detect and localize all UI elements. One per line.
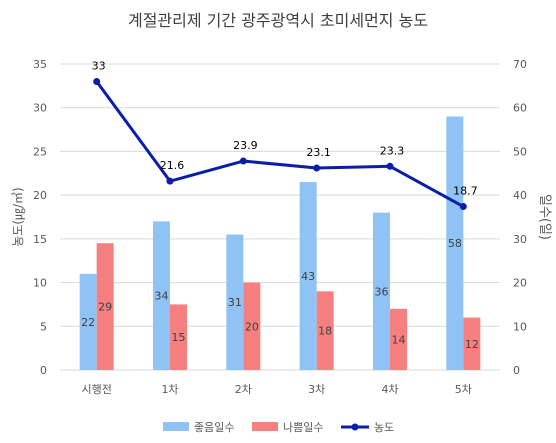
y-right-tick-label: 20 [513,277,527,290]
x-tick-label: 2차 [235,383,252,396]
y-right-tick-label: 40 [513,189,527,202]
y-left-tick-label: 25 [33,145,47,158]
y-left-tick-label: 10 [33,277,47,290]
gridlines [60,63,500,371]
concentration-line-path [95,80,465,208]
axes: 0 5 10 15 20 25 30 35 0 10 20 30 40 50 60 70 시행전 1차 2차 3차 4차… [11,58,552,396]
bar-good-days [299,182,317,370]
concentration-point [93,77,101,85]
data-label-concentration: 23.9 [233,139,258,152]
concentration-point [239,157,247,165]
bar-good-days [153,221,170,370]
y-left-tick-label: 0 [40,364,47,377]
legend-label-bad-days: 나쁨일수 [283,420,323,434]
concentration-line [93,77,467,211]
data-label-bad-days: 20 [245,320,259,333]
bar-good-days [226,234,244,370]
data-label-good-days: 58 [448,237,462,250]
data-label-concentration: 23.1 [306,146,331,159]
data-label-good-days: 36 [375,285,389,298]
data-label-concentration: 23.3 [380,144,405,157]
bar-good-days [79,273,97,370]
bars [79,116,481,370]
y-left-axis-title: 농도(㎍/㎥) [11,187,25,247]
bar-bad-days [96,243,114,370]
bar-bad-days [463,317,481,370]
data-label-good-days: 31 [228,296,242,309]
bar-bad-days [316,291,334,370]
y-right-tick-label: 50 [513,145,527,158]
y-right-tick-label: 10 [513,320,527,333]
legend-marker-concentration [351,423,359,431]
data-label-good-days: 43 [301,270,315,283]
legend-swatch-bad-days [252,422,278,431]
data-label-bad-days: 18 [318,325,332,338]
y-right-tick-label: 0 [513,364,520,377]
data-label-bad-days: 29 [98,301,112,314]
data-label-concentration: 21.6 [160,159,185,172]
y-left-tick-label: 35 [33,58,47,71]
y-left-tick-label: 15 [33,233,47,246]
legend: 좋음일수 나쁨일수 농도 [163,420,394,434]
chart-title: 계절관리제 기간 광주광역시 초미세먼지 농도 [128,11,428,30]
y-right-tick-label: 30 [513,233,527,246]
data-label-good-days: 34 [155,290,169,303]
data-label-concentration: 18.7 [453,185,478,198]
bar-bad-days [390,308,407,370]
data-label-bad-days: 15 [172,331,186,344]
bar-good-days [446,116,464,370]
data-label-good-days: 22 [81,316,95,329]
data-label-bad-days: 14 [392,333,406,346]
x-tick-label: 3차 [308,383,325,396]
concentration-point [166,177,174,185]
x-tick-label: 시행전 [81,383,111,396]
data-label-bad-days: 12 [465,338,479,351]
data-label-concentration: 33 [92,59,106,72]
concentration-point [459,203,467,211]
y-right-tick-label: 70 [513,58,527,71]
y-left-tick-label: 30 [33,102,47,115]
y-left-tick-label: 5 [40,320,47,333]
bar-good-days [373,212,390,370]
legend-label-good-days: 좋음일수 [194,420,234,434]
bar-bad-days [243,282,261,370]
legend-label-concentration: 농도 [374,421,394,434]
y-right-axis-title: 일수(일) [537,194,552,240]
bar-bad-days [170,304,187,370]
x-tick-label: 1차 [161,383,178,396]
concentration-point [313,164,321,172]
x-tick-label: 5차 [455,383,472,396]
concentration-point [386,162,394,170]
x-tick-label: 4차 [381,383,398,396]
y-right-tick-label: 60 [513,102,527,115]
legend-swatch-good-days [163,422,189,431]
y-left-tick-label: 20 [33,189,47,202]
